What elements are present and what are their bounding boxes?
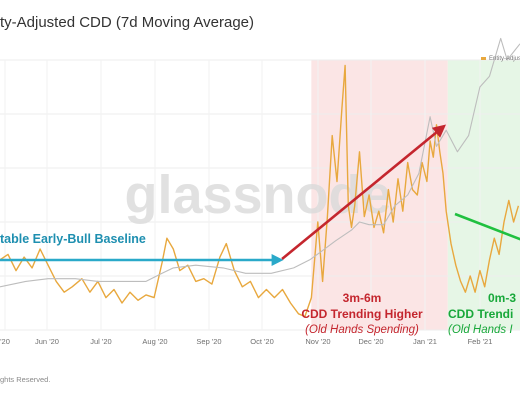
legend-swatch xyxy=(481,57,486,60)
x-tick-label: Feb '21 xyxy=(468,337,493,346)
green-zone-region xyxy=(447,60,520,330)
legend-label: Entity-Adjuste xyxy=(489,56,520,62)
chart-title: ty-Adjusted CDD (7d Moving Average) xyxy=(0,14,255,31)
x-tick-label: Aug '20 xyxy=(142,337,167,346)
trend-up-arrow xyxy=(281,124,447,261)
annotation-green-head: 0m-3 xyxy=(488,291,516,305)
x-tick-label: Jan '21 xyxy=(413,337,437,346)
x-tick-label: Sep '20 xyxy=(196,337,221,346)
cdd-series-line xyxy=(0,64,520,318)
x-tick-label: Jun '20 xyxy=(35,337,59,346)
annotation-baseline: table Early-Bull Baseline xyxy=(0,232,146,246)
annotation-green-main: CDD Trendi xyxy=(448,307,513,321)
annotation-red-main: CDD Trending Higher xyxy=(301,307,423,321)
x-tick-label: Dec '20 xyxy=(358,337,383,346)
x-tick-label: Jul '20 xyxy=(90,337,111,346)
x-tick-label: Oct '20 xyxy=(250,337,274,346)
x-tick-label: Nov '20 xyxy=(305,337,330,346)
annotation-red-sub: (Old Hands Spending) xyxy=(305,324,419,336)
trend-down-arrow xyxy=(454,212,520,241)
annotation-green-sub: (Old Hands I xyxy=(448,324,513,336)
price-series-line xyxy=(0,37,520,288)
x-tick-label: '20 xyxy=(0,337,10,346)
copyright-text: ghts Reserved. xyxy=(0,375,51,384)
annotation-red-head: 3m-6m xyxy=(343,291,382,305)
watermark-glassnode: glassnode xyxy=(124,165,391,225)
